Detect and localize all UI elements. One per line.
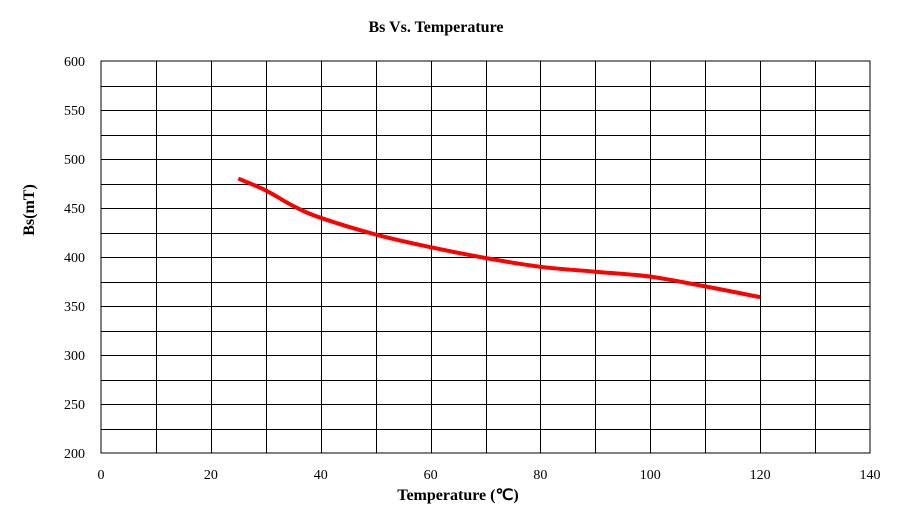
x-tick-label: 140 bbox=[860, 468, 881, 483]
x-tick-label: 120 bbox=[750, 468, 771, 483]
x-tick-label: 80 bbox=[533, 468, 547, 483]
x-tick-label: 60 bbox=[424, 468, 438, 483]
y-tick-label: 200 bbox=[64, 447, 85, 462]
x-tick-label: 20 bbox=[204, 468, 218, 483]
x-tick-label: 0 bbox=[98, 468, 105, 483]
x-axis-label: Temperature (℃) bbox=[397, 487, 519, 504]
x-tick-label: 100 bbox=[640, 468, 661, 483]
y-tick-label: 450 bbox=[64, 202, 85, 217]
y-axis-label: Bs(mT) bbox=[21, 184, 38, 236]
plot-area bbox=[100, 60, 871, 454]
y-tick-label: 550 bbox=[64, 104, 85, 119]
y-tick-label: 300 bbox=[64, 349, 85, 364]
y-tick-label: 250 bbox=[64, 398, 85, 413]
series-line-0 bbox=[237, 176, 761, 300]
chart-title: Bs Vs. Temperature bbox=[369, 19, 504, 36]
x-tick-label: 40 bbox=[314, 468, 328, 483]
y-tick-label: 350 bbox=[64, 300, 85, 315]
grid bbox=[101, 61, 870, 453]
y-tick-label: 600 bbox=[64, 55, 85, 70]
y-tick-label: 500 bbox=[64, 153, 85, 168]
series-layer bbox=[237, 176, 761, 300]
tick-labels: 0 20 40 60 80 100 120 140 200 250 300 350 400 450 500 5… bbox=[64, 55, 881, 483]
y-tick-label: 400 bbox=[64, 251, 85, 266]
